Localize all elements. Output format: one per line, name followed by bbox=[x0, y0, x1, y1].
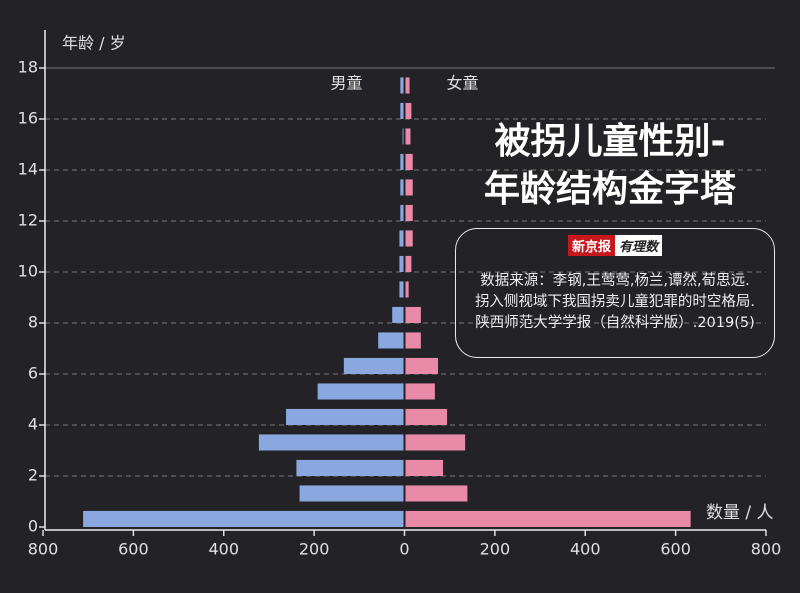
logo-part: 新京报 bbox=[567, 235, 615, 256]
x-axis-label: 数量 / 人 bbox=[706, 503, 774, 523]
bar bbox=[405, 332, 421, 349]
bar bbox=[399, 281, 404, 298]
bar bbox=[400, 102, 404, 119]
bar bbox=[405, 459, 444, 476]
bar bbox=[405, 434, 466, 451]
y-tick-label: 2 bbox=[28, 466, 38, 485]
bar bbox=[258, 434, 404, 451]
bar bbox=[405, 153, 413, 170]
y-tick-label: 14 bbox=[18, 160, 38, 179]
bar bbox=[405, 485, 468, 502]
x-tick-label: 800 bbox=[751, 540, 782, 559]
title-line: 年龄结构金字塔 bbox=[483, 169, 736, 210]
y-axis-label: 年龄 / 岁 bbox=[62, 34, 126, 53]
y-tick-label: 10 bbox=[18, 262, 38, 281]
bar bbox=[402, 128, 404, 145]
source-line: 数据来源：李钢,王莺莺,杨兰,谭然,荀思远. bbox=[480, 273, 750, 289]
bar bbox=[405, 510, 691, 527]
bar bbox=[296, 459, 404, 476]
x-tick-label: 600 bbox=[660, 540, 691, 559]
x-tick-label: 600 bbox=[118, 540, 149, 559]
bar bbox=[286, 408, 404, 425]
bar bbox=[405, 408, 448, 425]
x-tick-label: 0 bbox=[399, 540, 409, 559]
source-line: 陕西师范大学学报（自然科学版）.2019(5) bbox=[475, 315, 755, 331]
x-tick-label: 800 bbox=[28, 540, 59, 559]
bar bbox=[400, 179, 404, 196]
bar bbox=[405, 281, 409, 298]
series-label: 男童 bbox=[330, 74, 362, 93]
y-tick-label: 12 bbox=[18, 211, 38, 230]
source: 数据来源：李钢,王莺莺,杨兰,谭然,荀思远. 拐入侧视域下我国拐卖儿童犯罪的时空… bbox=[456, 271, 774, 334]
bar bbox=[317, 383, 404, 400]
source-box: 新京报 有理数 数据来源：李钢,王莺莺,杨兰,谭然,荀思远. 拐入侧视域下我国拐卖… bbox=[455, 228, 775, 358]
bar bbox=[405, 255, 412, 272]
bar bbox=[299, 485, 404, 502]
bar bbox=[405, 102, 412, 119]
logo-part: 有理数 bbox=[615, 235, 663, 256]
bar bbox=[405, 383, 435, 400]
bar bbox=[392, 306, 404, 323]
bar bbox=[405, 128, 411, 145]
x-tick-label: 200 bbox=[299, 540, 330, 559]
bar bbox=[405, 306, 421, 323]
series-label: 女童 bbox=[446, 74, 478, 93]
bar bbox=[405, 357, 439, 374]
bar bbox=[405, 230, 413, 247]
bar bbox=[378, 332, 404, 349]
x-tick-label: 400 bbox=[570, 540, 601, 559]
bar bbox=[405, 204, 413, 221]
bar bbox=[343, 357, 404, 374]
bar bbox=[400, 204, 404, 221]
title-line: 被拐儿童性别- bbox=[494, 121, 726, 162]
bar bbox=[405, 179, 413, 196]
y-tick-label: 6 bbox=[28, 364, 38, 383]
bar bbox=[399, 255, 404, 272]
bar bbox=[400, 77, 404, 94]
bar bbox=[400, 153, 404, 170]
chart-title: 被拐儿童性别- 年龄结构金字塔 bbox=[440, 118, 780, 214]
x-tick-label: 400 bbox=[208, 540, 239, 559]
y-tick-label: 16 bbox=[18, 109, 38, 128]
bar bbox=[83, 510, 404, 527]
x-tick-label: 200 bbox=[480, 540, 511, 559]
bar bbox=[399, 230, 404, 247]
y-tick-label: 4 bbox=[28, 415, 38, 434]
bar bbox=[405, 77, 410, 94]
source-line: 拐入侧视域下我国拐卖儿童犯罪的时空格局. bbox=[474, 294, 756, 310]
logo: 新京报 有理数 bbox=[456, 235, 774, 257]
y-tick-label: 18 bbox=[18, 58, 38, 77]
y-tick-label: 0 bbox=[28, 517, 38, 536]
y-tick-label: 8 bbox=[28, 313, 38, 332]
